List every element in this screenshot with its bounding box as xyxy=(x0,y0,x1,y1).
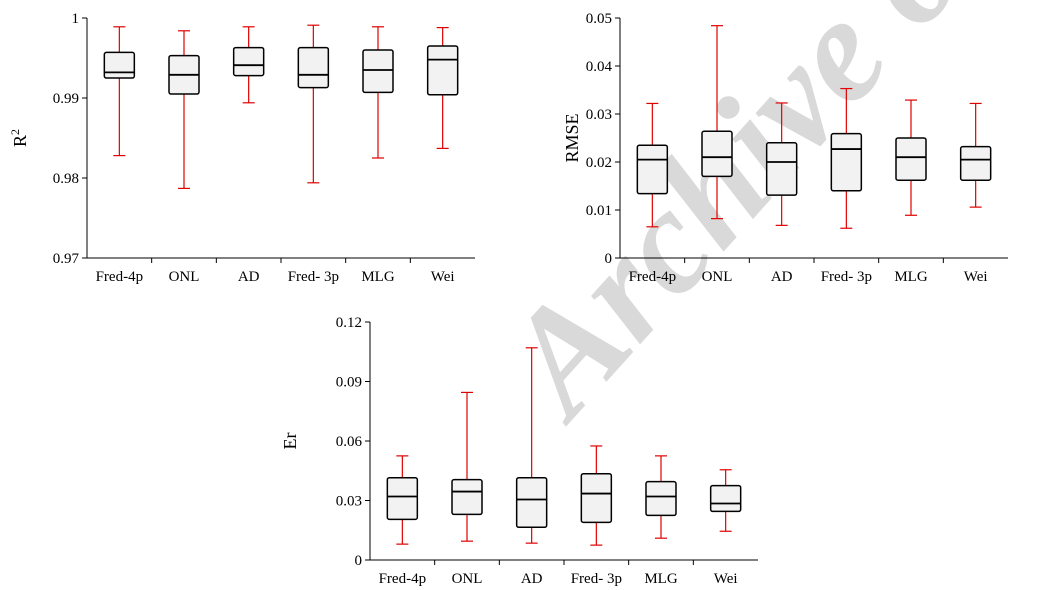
r2-x-tick-label: Fred- 3p xyxy=(288,269,339,285)
er-box-4 xyxy=(580,445,613,546)
rmse-x-tick-label: Fred- 3p xyxy=(821,269,872,285)
er-x-tick-label: AD xyxy=(521,571,543,587)
iqr-box xyxy=(701,130,733,178)
rmse-box-2 xyxy=(701,25,733,220)
r2-y-tick-label: 0.98 xyxy=(53,171,79,187)
r2-box-6 xyxy=(426,27,459,149)
er-x-tick-label: Wei xyxy=(714,571,738,587)
iqr-box xyxy=(362,49,394,94)
iqr-box xyxy=(451,478,483,516)
er-box-5 xyxy=(645,455,677,539)
r2-y-tick-label: 0.99 xyxy=(53,91,79,107)
er-y-axis-label: Er xyxy=(280,433,300,450)
rmse-box-3 xyxy=(765,102,798,226)
er-x-tick-label: Fred-4p xyxy=(379,571,427,587)
iqr-box xyxy=(426,45,459,96)
iqr-box xyxy=(765,142,798,196)
er-box-6 xyxy=(709,469,742,532)
er-x-tick-label: ONL xyxy=(452,571,483,587)
r2-box-4 xyxy=(297,24,330,184)
rmse-box-1 xyxy=(636,102,669,228)
rmse-box-6 xyxy=(959,102,992,208)
rmse-x-tick-label: AD xyxy=(771,269,793,285)
iqr-box xyxy=(386,476,419,521)
iqr-box xyxy=(297,46,330,89)
er-y-tick-label: 0 xyxy=(355,553,363,569)
rmse-y-tick-label: 0.01 xyxy=(586,203,612,219)
iqr-box xyxy=(232,46,265,77)
r2-x-tick-label: Fred-4p xyxy=(96,269,144,285)
rmse-x-tick-label: Fred-4p xyxy=(629,269,677,285)
er-y-tick-label: 0.09 xyxy=(336,375,362,391)
iqr-box xyxy=(709,484,742,513)
er-x-tick-label: Fred- 3p xyxy=(571,571,622,587)
r2-y-axis-label: R2 xyxy=(8,129,30,147)
r2-chart: 0.97 0.98 0.99 1 Fred-4p ONL AD Fred- 3p MLG Wei R… xyxy=(8,11,475,285)
er-chart: 0 0.03 0.06 0.09 0.12 Fred-4p ONL AD Fred- 3p MLG… xyxy=(280,315,758,587)
r2-box-1 xyxy=(103,26,136,157)
rmse-y-tick-label: 0.02 xyxy=(586,155,612,171)
rmse-box-4 xyxy=(830,87,863,229)
r2-y-tick-label: 1 xyxy=(72,11,80,27)
iqr-box xyxy=(645,480,677,517)
r2-x-tick-label: Wei xyxy=(431,269,455,285)
iqr-box xyxy=(515,476,548,529)
r2-y-axis-label-superscript: 2 xyxy=(8,129,22,135)
iqr-box xyxy=(830,132,863,192)
iqr-box xyxy=(580,472,613,524)
er-box-3 xyxy=(515,347,548,544)
r2-x-tick-label: ONL xyxy=(169,269,200,285)
rmse-y-tick-label: 0.03 xyxy=(586,107,612,123)
rmse-x-tick-label: Wei xyxy=(964,269,988,285)
er-box-1 xyxy=(386,455,419,545)
er-y-tick-label: 0.12 xyxy=(336,315,362,331)
iqr-box xyxy=(959,145,992,181)
er-box-2 xyxy=(451,391,483,542)
r2-box-5 xyxy=(362,26,394,159)
rmse-y-tick-label: 0 xyxy=(605,251,613,267)
iqr-box xyxy=(103,51,136,79)
iqr-box xyxy=(895,137,927,181)
rmse-x-tick-label: ONL xyxy=(702,269,733,285)
er-x-tick-label: MLG xyxy=(644,571,678,587)
rmse-y-axis-label: RMSE xyxy=(562,113,582,162)
rmse-y-tick-label: 0.04 xyxy=(586,59,613,75)
r2-box-3 xyxy=(232,26,265,104)
r2-box-2 xyxy=(168,30,200,189)
er-y-tick-label: 0.03 xyxy=(336,494,362,510)
r2-x-tick-label: MLG xyxy=(361,269,395,285)
r2-y-tick-label: 0.97 xyxy=(53,251,80,267)
rmse-box-5 xyxy=(895,99,927,216)
r2-x-tick-label: AD xyxy=(238,269,260,285)
rmse-chart: 0 0.01 0.02 0.03 0.04 0.05 Fred-4p ONL AD Fred- 3… xyxy=(562,11,1008,285)
er-y-tick-label: 0.06 xyxy=(336,434,363,450)
rmse-x-tick-label: MLG xyxy=(894,269,928,285)
rmse-y-tick-label: 0.05 xyxy=(586,11,612,27)
iqr-box xyxy=(636,144,669,195)
